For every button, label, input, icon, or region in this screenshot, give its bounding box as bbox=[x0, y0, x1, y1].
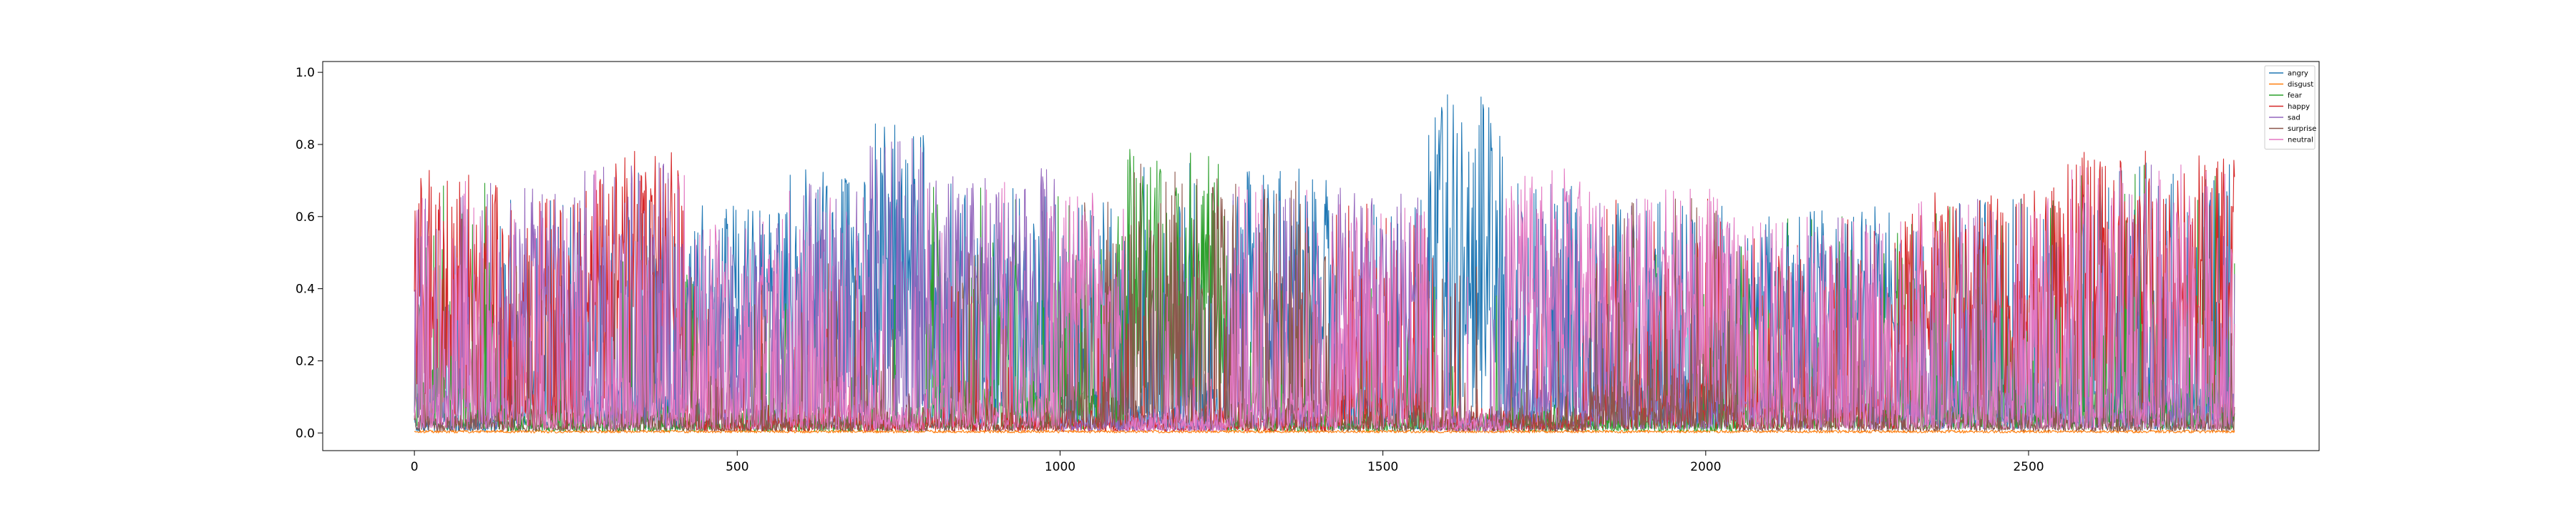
legend-label-happy: happy bbox=[2288, 103, 2310, 111]
legend-label-surprise: surprise bbox=[2288, 125, 2316, 133]
series-line-disgust bbox=[414, 429, 2235, 433]
legend-label-fear: fear bbox=[2288, 92, 2303, 100]
x-tick-label: 1000 bbox=[1045, 460, 1075, 474]
legend-label-disgust: disgust bbox=[2288, 81, 2313, 89]
legend-label-angry: angry bbox=[2288, 70, 2308, 78]
y-tick-label: 1.0 bbox=[296, 66, 315, 80]
y-tick-label: 0.8 bbox=[296, 138, 315, 152]
x-tick-label: 2500 bbox=[2013, 460, 2044, 474]
x-tick-label: 1500 bbox=[1367, 460, 1398, 474]
x-axis: 0 500 1000 1500 2000 2500 bbox=[411, 451, 2044, 474]
y-tick-label: 0.6 bbox=[296, 210, 315, 225]
y-tick-label: 0.4 bbox=[296, 283, 315, 297]
legend: angry disgust fear happy sad surprise neutral bbox=[2264, 65, 2316, 149]
series-line-neutral bbox=[414, 165, 2235, 432]
y-axis: 0.0 0.2 0.4 0.6 0.8 1.0 bbox=[296, 66, 323, 441]
x-tick-label: 2000 bbox=[1690, 460, 1721, 474]
y-tick-label: 0.2 bbox=[296, 354, 315, 368]
legend-label-sad: sad bbox=[2288, 114, 2301, 122]
x-tick-label: 500 bbox=[726, 460, 748, 474]
y-tick-label: 0.0 bbox=[296, 426, 315, 441]
legend-label-neutral: neutral bbox=[2288, 137, 2313, 144]
plot-frame bbox=[322, 61, 2320, 451]
series-layer bbox=[414, 94, 2235, 433]
x-tick-label: 0 bbox=[411, 460, 419, 474]
